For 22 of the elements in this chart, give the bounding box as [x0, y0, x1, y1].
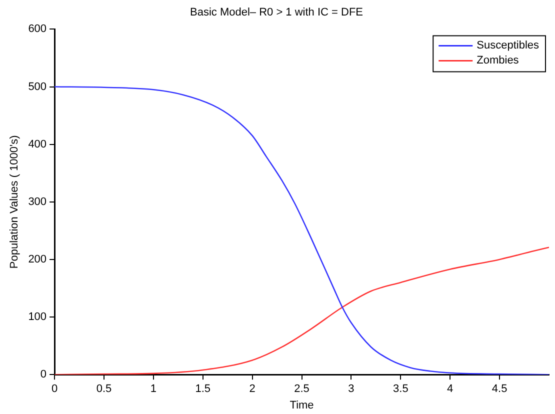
legend-label: Zombies [476, 54, 520, 67]
x-tick-label: 1 [150, 383, 157, 396]
y-tick-label: 300 [28, 196, 47, 208]
y-axis-title: Population Values ( 1000's) [8, 135, 21, 269]
x-tick-label: 1.5 [195, 383, 211, 396]
x-tick-label: 2.5 [294, 383, 310, 396]
y-tick-label: 100 [28, 311, 47, 324]
y-tick-label: 0 [40, 368, 47, 381]
chart-title: Basic Model– R0 > 1 with IC = DFE [190, 6, 364, 19]
y-tick-label: 500 [28, 80, 47, 93]
x-tick-label: 3 [348, 383, 354, 396]
y-tick-label: 600 [28, 23, 47, 36]
x-tick-label: 4.5 [492, 383, 508, 396]
x-tick-label: 4 [447, 383, 454, 396]
legend-label: Susceptibles [476, 40, 540, 52]
x-tick-label: 0 [51, 383, 58, 396]
y-tick-label: 400 [28, 138, 47, 150]
x-tick-label: 2 [249, 383, 256, 396]
y-tick-label: 200 [28, 254, 47, 266]
x-axis-title: Time [290, 399, 314, 412]
x-tick-label: 0.5 [96, 383, 112, 396]
x-tick-label: 3.5 [393, 383, 408, 396]
